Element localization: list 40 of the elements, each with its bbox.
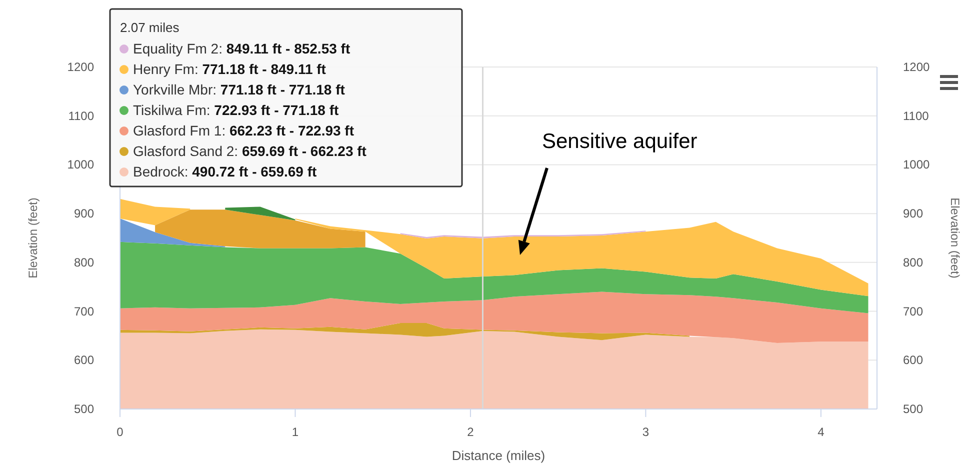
y-tick-label: 1100 bbox=[68, 108, 94, 123]
legend-label: Yorkville Mbr: bbox=[133, 82, 220, 98]
annotation: 659.69 ft - 662.23 ft bbox=[242, 143, 367, 159]
annotation: 490.72 ft - 659.69 ft bbox=[192, 164, 317, 180]
y-tick-label: 1200 bbox=[67, 60, 94, 74]
y-tick-label: 600 bbox=[74, 353, 94, 368]
y2-axis-title: Elevation (feet) bbox=[948, 198, 962, 278]
y-tick-label: 1000 bbox=[67, 158, 94, 172]
text: 849.11 ft - 852.53 ft bbox=[226, 40, 350, 56]
annotation: 662.23 ft - 722.93 ft bbox=[229, 122, 354, 138]
x-axis-title: Distance (miles) bbox=[452, 448, 546, 463]
annotation: 722.93 ft - 771.18 ft bbox=[214, 102, 340, 118]
y2-tick-label: 1100 bbox=[903, 108, 930, 123]
annotation: 771.18 ft - 771.18 ft bbox=[220, 82, 346, 98]
y-tick-label: 700 bbox=[74, 304, 94, 318]
x-tick-label: 4 bbox=[818, 425, 825, 439]
annotation: Sensitive aquifer bbox=[542, 130, 698, 153]
x-tick-label: 1 bbox=[292, 425, 299, 439]
legend-title: 2.07 miles bbox=[120, 20, 180, 35]
y2-tick-label: 700 bbox=[903, 304, 924, 318]
x-tick-label: 3 bbox=[642, 425, 650, 439]
legend-label: Bedrock: bbox=[133, 164, 192, 180]
y-tick-label: 800 bbox=[74, 255, 94, 270]
x-tick-label: 0 bbox=[116, 425, 124, 439]
legend-label: Glasford Fm 1: bbox=[133, 122, 230, 138]
y2-tick-label: 500 bbox=[903, 402, 924, 416]
y-tick-label: 900 bbox=[74, 206, 94, 221]
y2-tick-label: 1200 bbox=[903, 60, 930, 74]
y2-tick-label: 800 bbox=[903, 255, 924, 270]
y2-tick-label: 600 bbox=[903, 353, 924, 368]
y2-tick-label: 1000 bbox=[903, 158, 930, 172]
legend-label: Henry Fm: bbox=[133, 61, 202, 77]
legend-label: Tiskilwa Fm: bbox=[133, 102, 214, 118]
y2-tick-label: 900 bbox=[903, 206, 924, 221]
x-tick-label: 2 bbox=[467, 425, 474, 439]
legend-label: Equality Fm 2: bbox=[133, 40, 226, 56]
y-tick-label: 500 bbox=[74, 402, 94, 416]
annotation: 771.18 ft - 849.11 ft bbox=[202, 61, 326, 77]
y-axis-title: Elevation (feet) bbox=[26, 198, 40, 278]
legend-label: Glasford Sand 2: bbox=[133, 143, 242, 159]
